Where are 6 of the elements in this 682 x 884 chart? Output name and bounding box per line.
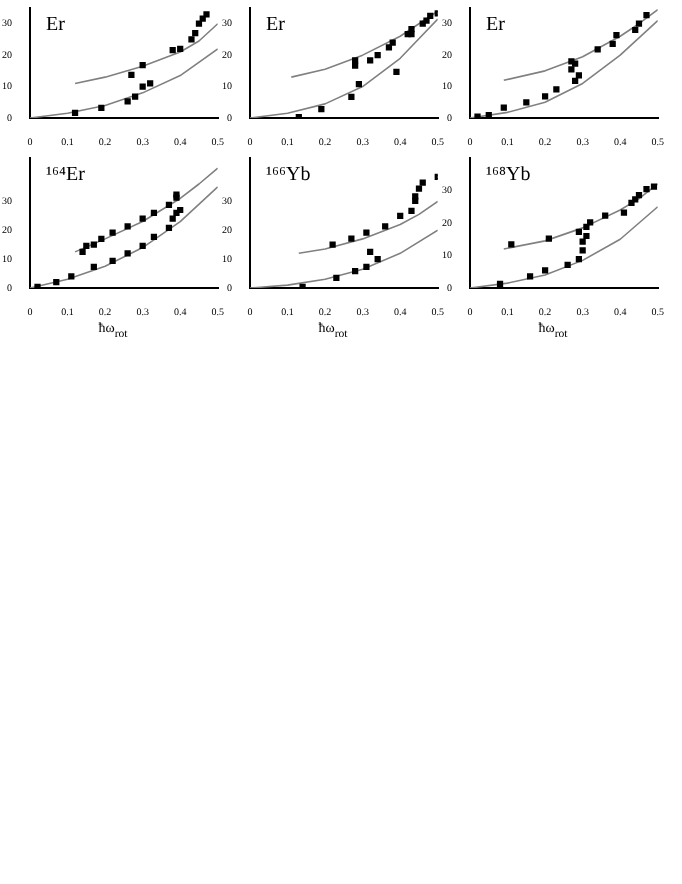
- chart-title: Er: [486, 14, 505, 36]
- chart-title: ¹⁶⁸Yb: [486, 164, 531, 186]
- chart-title: Er: [266, 14, 285, 36]
- chart-title: ¹⁶⁶Yb: [266, 164, 311, 186]
- chart-title: ¹⁶⁴Er: [46, 164, 85, 186]
- chart-title: Er: [46, 14, 65, 36]
